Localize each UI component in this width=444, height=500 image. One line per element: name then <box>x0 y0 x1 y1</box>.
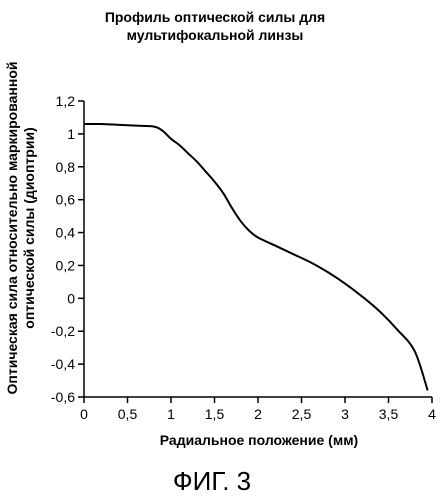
x-tick-label: 2,5 <box>292 406 312 422</box>
y-axis-ticks: 1,2 1 0,8 0,6 0,4 0,2 0 -0,2 -0,4 -0,6 <box>51 93 84 405</box>
y-tick-label: -0,2 <box>51 323 75 339</box>
x-tick-label: 2 <box>254 406 262 422</box>
y-tick-label: -0,4 <box>51 356 75 372</box>
y-tick-label: 0,2 <box>56 257 76 273</box>
x-tick-label: 3,5 <box>379 406 399 422</box>
x-tick-label: 0 <box>80 406 88 422</box>
y-tick-label: 1,2 <box>56 93 76 109</box>
x-tick-label: 1,5 <box>205 406 225 422</box>
y-tick-label: 1 <box>67 126 75 142</box>
y-tick-label: 0,8 <box>56 159 76 175</box>
series-line <box>84 124 428 390</box>
x-tick-label: 3 <box>341 406 349 422</box>
x-axis-label: Радиальное положение (мм) <box>160 432 358 448</box>
x-tick-label: 0,5 <box>118 406 138 422</box>
y-tick-label: 0 <box>67 290 75 306</box>
y-tick-label: 0,6 <box>56 192 76 208</box>
chart-title-line-2: мультифокальной линзы <box>127 27 304 43</box>
figure-caption: ФИГ. 3 <box>173 466 251 496</box>
x-tick-label: 4 <box>428 406 436 422</box>
y-tick-label: -0,6 <box>51 389 75 405</box>
x-axis-ticks: 0 0,5 1 1,5 2 2,5 3 3,5 4 <box>80 397 436 422</box>
x-tick-label: 1 <box>167 406 175 422</box>
y-axis-label-line-1: Оптическая сила относительно маркированн… <box>4 62 20 395</box>
y-axis-label-line-2: оптической силы (диоптрии) <box>21 127 37 328</box>
y-tick-label: 0,4 <box>56 225 76 241</box>
chart-title-line-1: Профиль оптической силы для <box>105 9 325 25</box>
